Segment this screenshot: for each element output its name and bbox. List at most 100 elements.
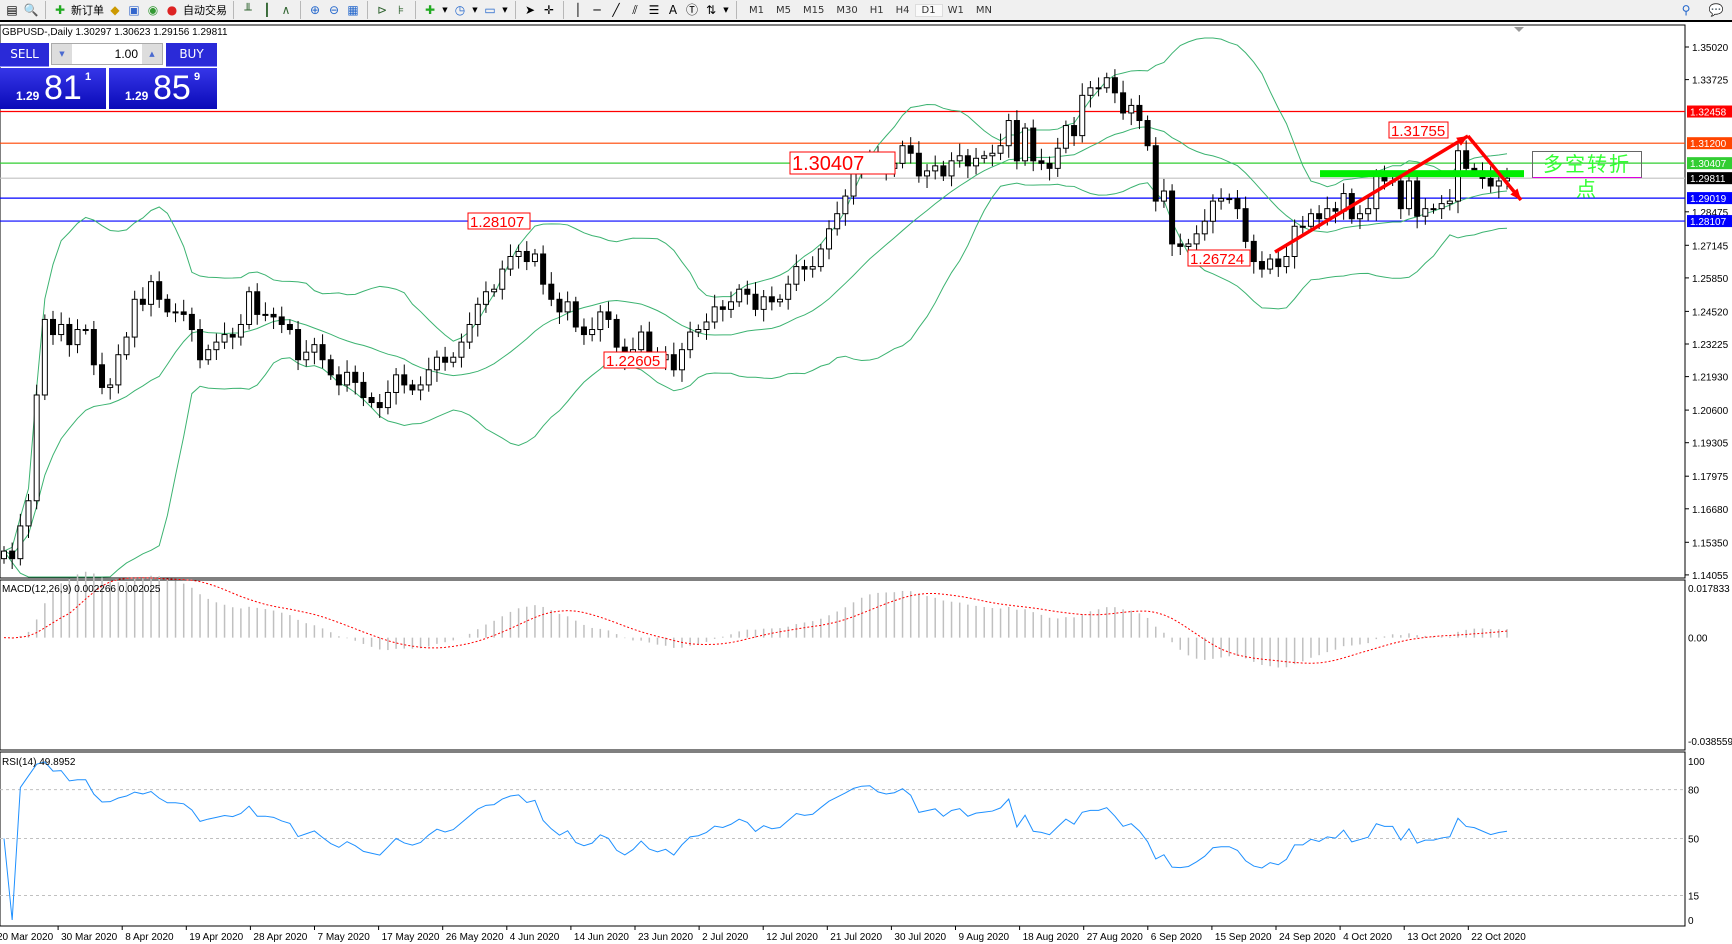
candle-bull [1,550,7,560]
auto-trading-icon[interactable]: ● [166,3,178,17]
date-label: 28 Apr 2020 [253,932,307,943]
templates-icon[interactable]: ▭ [484,3,496,17]
price-tick-label: 1.16680 [1692,505,1729,516]
decrease-lot-button[interactable]: ▼ [52,44,72,64]
candle-bear [1463,150,1470,169]
separator [367,1,368,19]
metaeditor-icon[interactable]: ◆ [110,3,120,17]
candle-bull [1438,203,1445,210]
chevron-down-icon[interactable]: ▼ [502,6,508,14]
buy-price[interactable]: 1.29 85 9 [109,68,217,109]
timeframe-h4[interactable]: H4 [895,4,910,16]
candle-bull [148,281,155,305]
fibonacci-icon[interactable]: ☰ [648,3,660,17]
timeframe-m1[interactable]: M1 [749,4,764,16]
separator [415,1,416,19]
auto-trading-button[interactable]: 自动交易 [183,4,227,17]
crosshair-icon[interactable]: ✛ [543,3,555,17]
candle-bull [989,152,996,157]
periods-icon[interactable]: ◷ [454,3,466,17]
candle-bear [1120,92,1127,114]
chart-shift-icon[interactable]: ⊧ [397,3,405,17]
equidistant-channel-icon[interactable]: ⫽ [632,3,638,17]
trendline-icon[interactable]: ╱ [612,3,620,17]
price-tick-label: 1.23225 [1692,340,1729,351]
candle-bull [1201,220,1208,235]
chevron-down-icon[interactable]: ▼ [723,6,729,14]
horizontal-line-icon[interactable]: ─ [593,3,601,17]
zoom-window-icon[interactable]: 🔍 [23,3,39,17]
candle-bear [548,283,555,300]
reversal-point-note[interactable]: 多空转折点 [1532,151,1642,201]
arrows-icon[interactable]: ⇅ [705,3,717,17]
price-label-box [789,151,896,175]
candle-bull [474,303,481,325]
timeframe-w1[interactable]: W1 [947,4,964,16]
sell-price[interactable]: 1.29 81 1 [0,68,106,109]
separator [515,1,516,19]
candle-bear [360,381,367,399]
cursor-icon[interactable]: ➤ [524,3,536,17]
search-icon[interactable]: ⚲ [1681,3,1691,17]
price-tick-label: 1.25850 [1692,274,1729,285]
candle-bull [1324,208,1331,220]
indicators-icon[interactable]: ✚ [424,3,436,17]
candle-bull [1422,208,1429,217]
price-pips: 85 [153,69,191,107]
timeframe-d1[interactable]: D1 [914,3,943,17]
date-label: 30 Jul 2020 [894,932,946,943]
candle-bull [932,165,939,172]
price-line-label-bg [1687,105,1732,118]
text-label-icon[interactable]: Ⓣ [685,3,698,17]
candle-bull [564,301,571,313]
chevron-down-icon[interactable]: ▼ [472,6,478,14]
candle-bear [964,155,971,167]
chevron-down-icon[interactable]: ▼ [442,6,448,14]
date-label: 21 Jul 2020 [830,932,882,943]
downtrend-arrow [1466,134,1523,202]
candle-bear [278,316,285,325]
date-label: 14 Jun 2020 [574,932,629,943]
candlestick-icon[interactable]: ┃ [263,3,271,17]
vertical-line-icon[interactable]: │ [574,3,582,17]
timeframe-h1[interactable]: H1 [869,4,884,16]
chart-title: GBPUSD-,Daily 1.30297 1.30623 1.29156 1.… [2,27,228,38]
auto-scroll-icon[interactable]: ⊳ [376,3,388,17]
tile-windows-icon[interactable]: ▦ [347,3,359,17]
candle-bull [123,336,130,356]
candle-bear [401,374,408,386]
price-tick-label: 1.15350 [1692,538,1729,549]
sell-button[interactable]: SELL [0,43,49,67]
timeframe-m5[interactable]: M5 [776,4,791,16]
increase-lot-button[interactable]: ▲ [142,44,162,64]
candle-bear [1169,190,1176,245]
bar-chart-icon[interactable]: ╨ [244,3,252,17]
buy-button[interactable]: BUY [166,43,217,67]
zoom-out-icon[interactable]: ⊖ [328,3,340,17]
timeframe-m30[interactable]: M30 [836,4,858,16]
candle-bull [1283,255,1290,268]
new-order-button[interactable]: 新订单 [71,4,104,17]
text-icon[interactable]: A [668,3,678,17]
timeframe-mn[interactable]: MN [975,4,992,16]
candle-bear [327,359,334,376]
line-chart-icon[interactable]: ∧ [281,3,291,17]
chart-window-icon[interactable]: ▤ [6,3,18,17]
candle-bull [507,255,514,270]
price-line-label: 1.28107 [1690,217,1727,228]
terminal-icon[interactable]: ▣ [128,3,140,17]
new-order-icon[interactable]: ✚ [54,3,66,17]
candle-bear [335,374,342,386]
zoom-in-icon[interactable]: ⊕ [309,3,321,17]
candle-bear [188,313,195,331]
signals-icon[interactable]: ◉ [147,3,159,17]
lot-size-stepper[interactable]: ▼ 1.00 ▲ [51,43,163,65]
lot-size-input[interactable]: 1.00 [114,47,138,61]
candle-bull [393,374,400,393]
chat-icon[interactable]: 💬 [1708,3,1724,17]
candle-bull [491,288,498,293]
candle-bear [1038,160,1045,164]
timeframe-m15[interactable]: M15 [803,4,825,16]
candle-bull [1054,147,1061,169]
